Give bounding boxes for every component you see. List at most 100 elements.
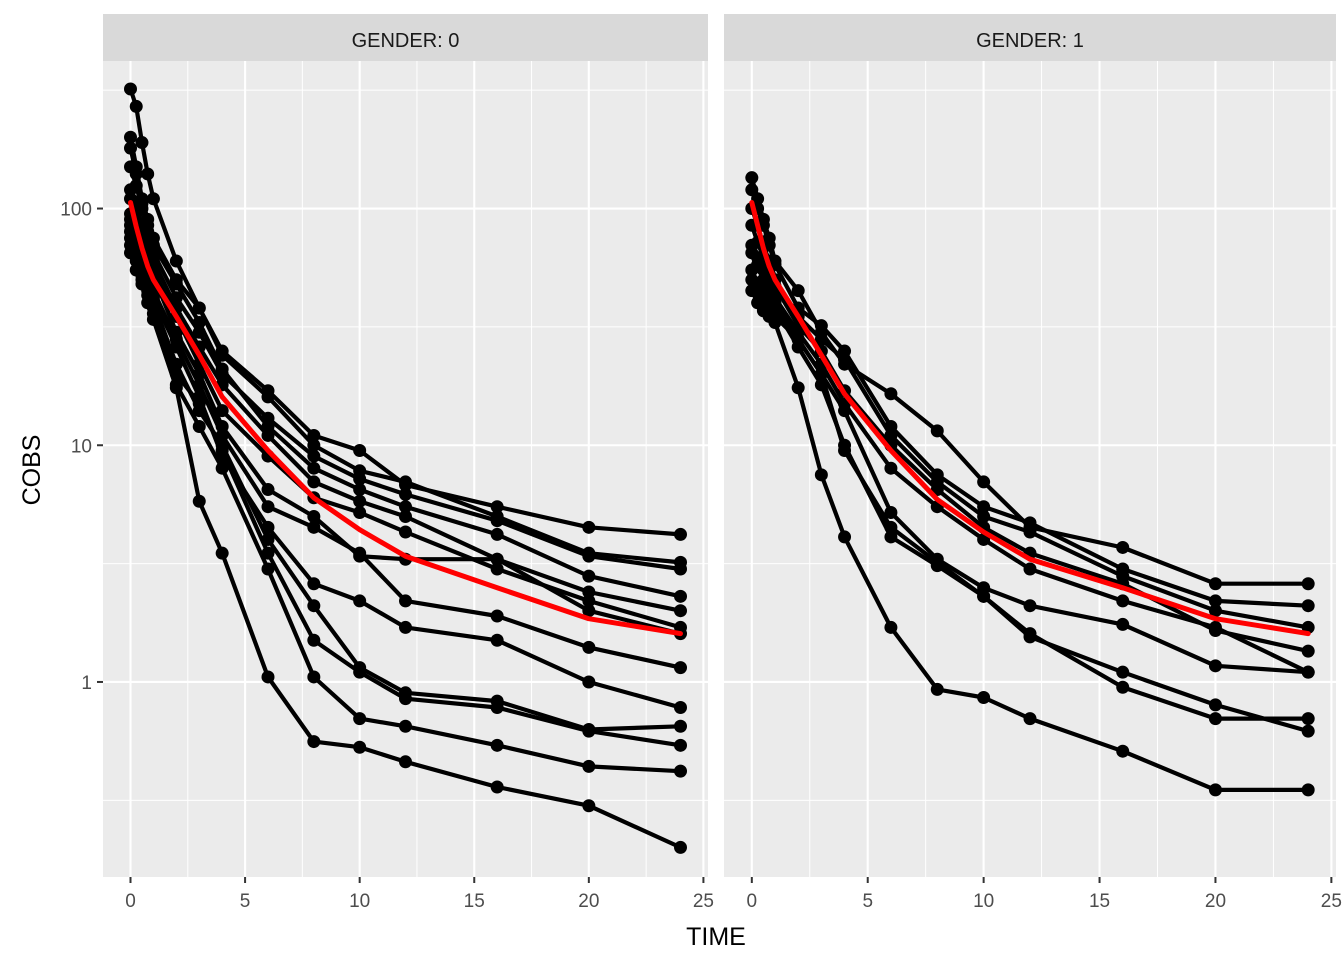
y-axis: 1 10 100 [60, 200, 103, 694]
subject-point [215, 461, 229, 475]
subject-point [1301, 599, 1315, 613]
subject-point [674, 527, 687, 541]
subject-point [1208, 620, 1222, 634]
subject-point [399, 475, 412, 489]
subject-point [1208, 594, 1222, 608]
subject-point [1116, 540, 1130, 554]
subject-point [490, 500, 504, 514]
subject-point [1208, 783, 1222, 797]
subject-point [192, 420, 206, 434]
subject-point [353, 472, 367, 486]
subject-point [490, 514, 504, 528]
facet-strip-label: GENDER: 0 [352, 30, 460, 52]
subject-point [215, 362, 229, 376]
subject-point [1116, 680, 1130, 694]
subject-point [674, 589, 687, 603]
y-tick-label: 100 [60, 200, 92, 221]
subject-point [261, 390, 275, 404]
subject-point [307, 520, 321, 534]
x-axis-title: TIME [686, 923, 746, 951]
subject-point [582, 569, 596, 583]
subject-point [261, 562, 275, 576]
subject-point [1023, 525, 1037, 539]
subject-point [838, 353, 852, 367]
subject-point [307, 510, 321, 524]
facet-strip [724, 14, 1336, 61]
subject-point [399, 525, 412, 539]
subject-point [129, 99, 143, 113]
subject-point [399, 719, 412, 733]
subject-point [674, 738, 687, 752]
facet-panel-0: GENDER: 0 0 5 10 15 20 25 [103, 14, 714, 912]
subject-point [977, 510, 991, 524]
subject-point [261, 428, 275, 442]
x-tick-label: 20 [1205, 891, 1226, 912]
subject-point [307, 670, 321, 684]
subject-point [353, 494, 367, 508]
subject-point [582, 675, 596, 689]
subject-point [791, 284, 805, 298]
subject-point [490, 633, 504, 647]
subject-point [814, 319, 828, 333]
subject-point [192, 397, 206, 411]
mean-curve [749, 200, 1311, 637]
subject-point [1208, 698, 1222, 712]
facet-panels: GENDER: 0 0 5 10 15 20 25 GENDER: 1 0 5 10 15 20 25 [103, 14, 1342, 912]
x-tick-label: 5 [240, 891, 251, 912]
subject-point [1116, 594, 1130, 608]
x-tick-label: 10 [973, 891, 994, 912]
subject-point [791, 381, 805, 395]
subject-point [307, 599, 321, 613]
subject-point [490, 738, 504, 752]
subject-point [490, 609, 504, 623]
subject-point [307, 428, 321, 442]
subject-point [192, 301, 206, 315]
subject-point [261, 500, 275, 514]
y-tick-label: 1 [81, 673, 92, 694]
subject-point [135, 136, 149, 150]
x-tick-label: 0 [125, 891, 136, 912]
subject-point [674, 562, 687, 576]
subject-point [582, 640, 596, 654]
subject-point [791, 332, 805, 346]
subject-point [674, 764, 687, 778]
subject-point [399, 594, 412, 608]
subject-point [884, 505, 898, 519]
x-tick-label: 10 [349, 891, 370, 912]
subject-point [307, 475, 321, 489]
subject-point [745, 246, 759, 260]
subject-point [307, 438, 321, 452]
facet-strip-label: GENDER: 1 [976, 30, 1084, 52]
subject-point [353, 483, 367, 497]
subject-point [261, 670, 275, 684]
subject-point [399, 620, 412, 634]
subject-point [169, 277, 183, 291]
x-tick-label: 0 [747, 891, 758, 912]
subject-point [490, 527, 504, 541]
subject-point [814, 468, 828, 482]
subject-point [307, 735, 321, 749]
subject-point [745, 263, 759, 277]
subject-point [674, 701, 687, 715]
subject-point [838, 444, 852, 458]
subject-point [674, 604, 687, 618]
subject-point [977, 500, 991, 514]
subject-point [884, 387, 898, 401]
subject-point [582, 520, 596, 534]
subject-point [146, 312, 160, 326]
subject-point [146, 192, 160, 206]
subject-point [1301, 665, 1315, 679]
subject-point [674, 661, 687, 675]
subject-point [124, 141, 137, 155]
x-tick-label: 15 [1089, 891, 1110, 912]
subject-point [838, 404, 852, 418]
subject-point [261, 546, 275, 560]
subject-point [353, 444, 367, 458]
subject-point [215, 444, 229, 458]
subject-point [745, 284, 759, 298]
subject-point [353, 712, 367, 726]
subject-point [169, 381, 183, 395]
subject-point [490, 552, 504, 566]
subject-point [1208, 659, 1222, 673]
